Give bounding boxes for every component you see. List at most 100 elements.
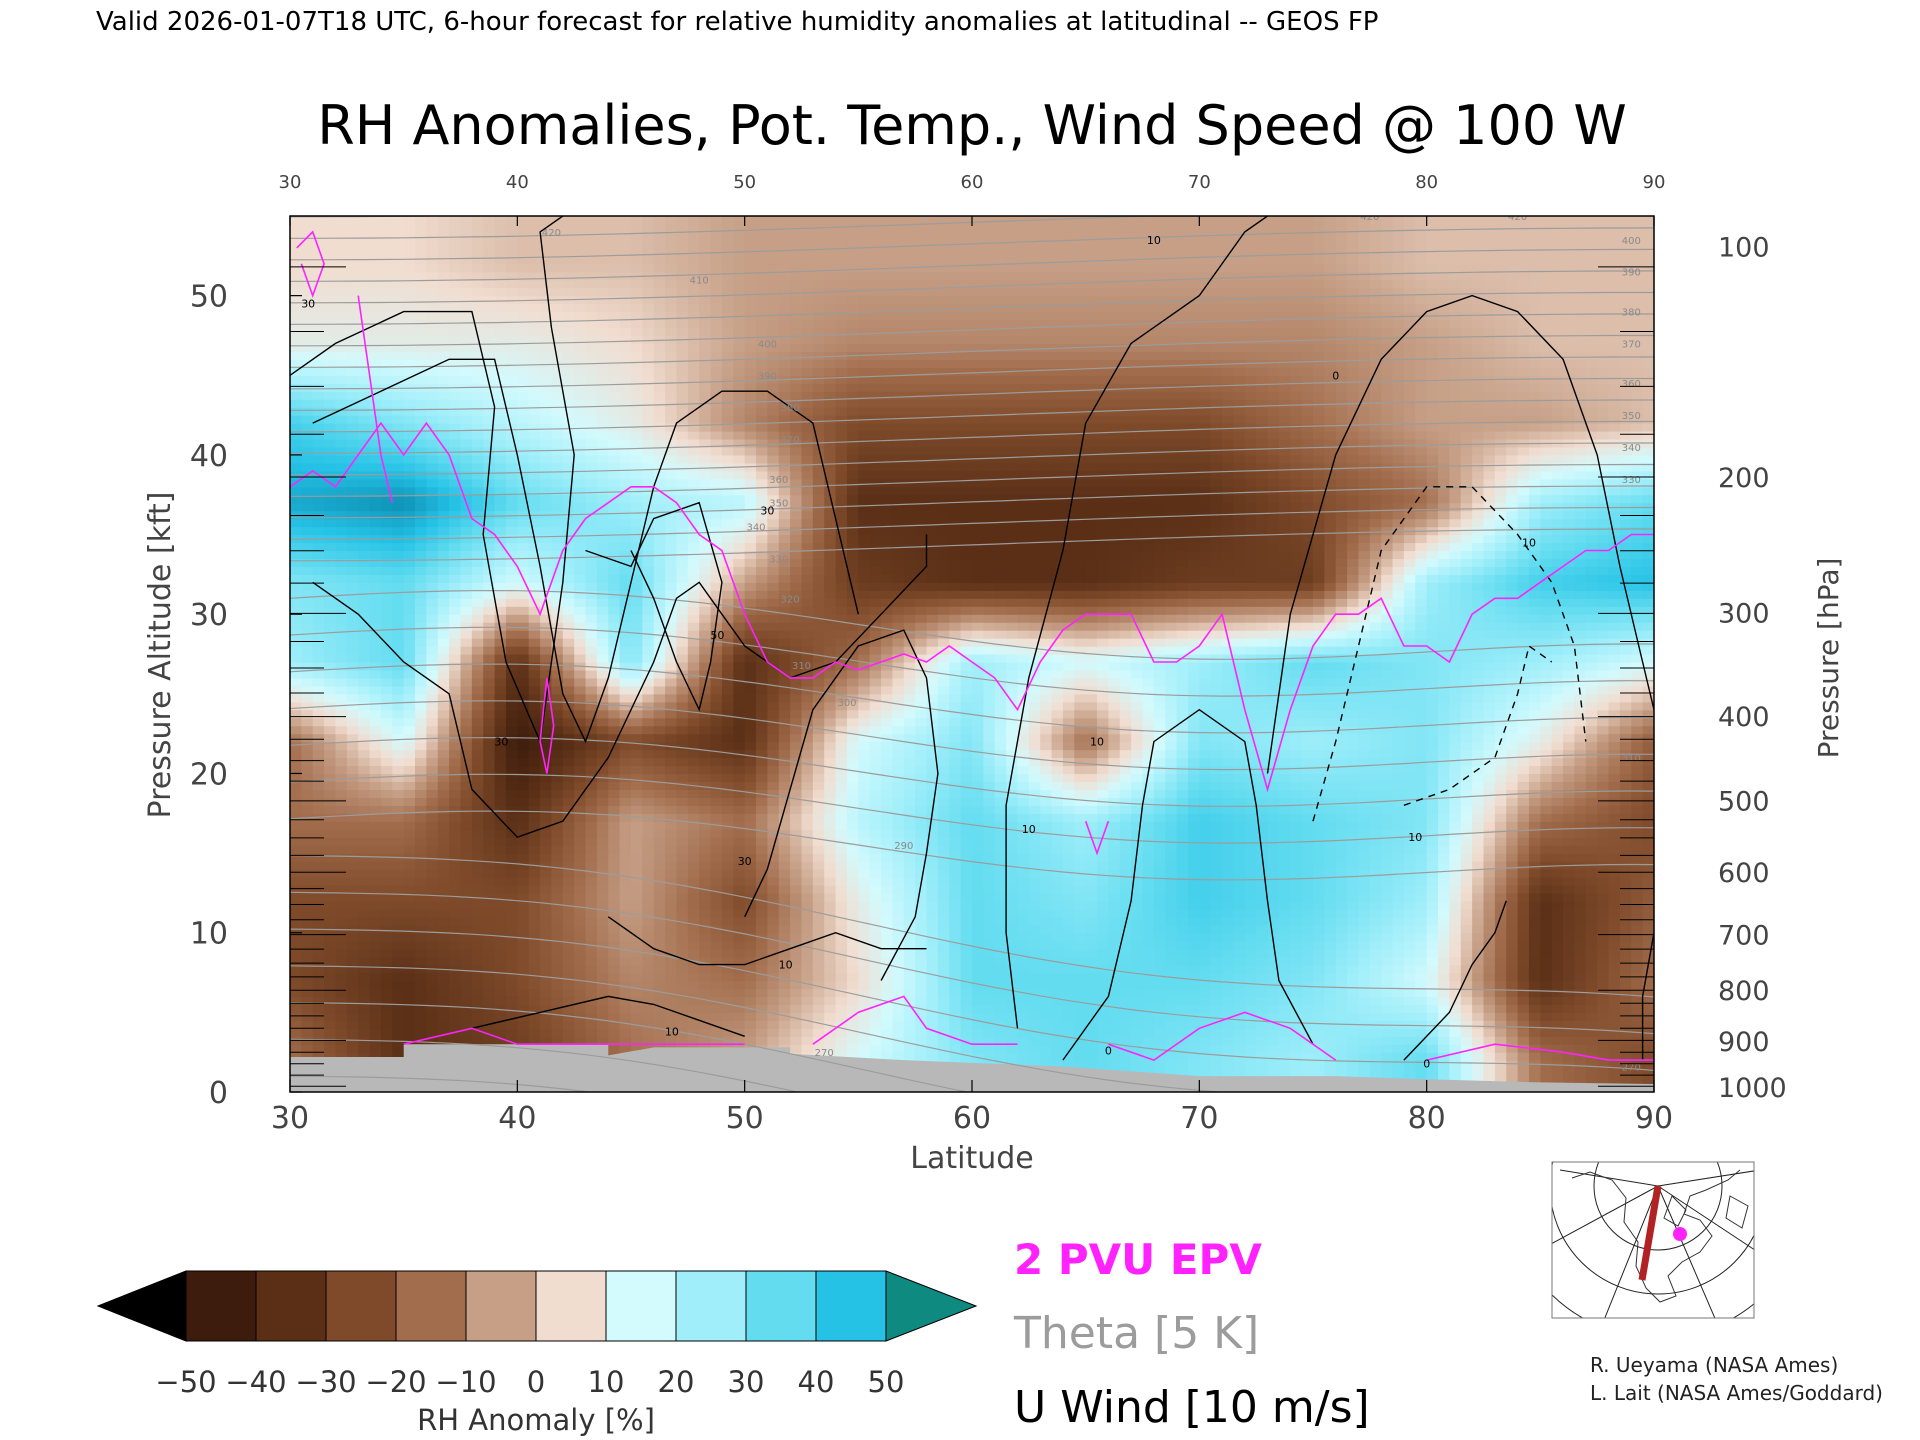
heatmap-cell: [415, 542, 427, 552]
heatmap-cell: [699, 351, 712, 360]
heatmap-cell: [426, 988, 439, 998]
heatmap-cell: [392, 486, 405, 496]
heatmap-cell: [631, 988, 643, 998]
heatmap-cell: [358, 876, 371, 886]
heatmap-cell: [426, 789, 439, 798]
heatmap-cell: [494, 861, 507, 870]
heatmap-cell: [551, 518, 564, 528]
heatmap-cell: [471, 853, 484, 862]
heatmap-cell: [619, 837, 632, 846]
heatmap-cell: [426, 956, 439, 966]
heatmap-cell: [415, 948, 427, 958]
heatmap-cell: [505, 582, 518, 591]
heatmap-cell: [778, 781, 791, 790]
heatmap-cell: [358, 900, 371, 910]
heatmap-cell: [767, 327, 780, 337]
heatmap-cell: [744, 940, 757, 950]
heatmap-cell: [744, 470, 757, 480]
heatmap-cell: [687, 749, 700, 759]
heatmap-cell: [312, 749, 325, 759]
heatmap-cell: [290, 964, 302, 974]
heatmap-cell: [721, 279, 734, 289]
heatmap-cell: [494, 263, 507, 273]
heatmap-cell: [801, 980, 814, 990]
heatmap-cell: [380, 805, 393, 814]
heatmap-cell: [596, 534, 609, 544]
heatmap-cell: [290, 980, 302, 990]
heatmap-cell: [551, 821, 564, 830]
heatmap-cell: [403, 693, 416, 703]
heatmap-cell: [505, 725, 518, 735]
heatmap-cell: [562, 646, 575, 655]
heatmap-cell: [756, 542, 768, 552]
heatmap-cell: [551, 582, 564, 591]
heatmap-cell: [392, 988, 405, 998]
heatmap-cell: [517, 335, 530, 345]
heatmap-cell: [790, 239, 803, 249]
heatmap-cell: [392, 845, 405, 854]
heatmap-cell: [426, 1012, 439, 1021]
heatmap-cell: [710, 813, 723, 822]
heatmap-cell: [369, 1028, 382, 1037]
heatmap-cell: [358, 646, 371, 655]
heatmap-cell: [346, 518, 359, 528]
heatmap-cell: [505, 876, 518, 886]
heatmap-cell: [449, 964, 462, 974]
heatmap-cell: [710, 869, 723, 878]
heatmap-cell: [733, 343, 746, 352]
heatmap-cell: [744, 255, 757, 265]
heatmap-cell: [551, 415, 564, 424]
heatmap-cell: [540, 407, 553, 416]
heatmap-cell: [312, 932, 325, 942]
heatmap-cell: [619, 383, 632, 392]
heatmap-cell: [574, 996, 587, 1005]
heatmap-cell: [403, 399, 416, 408]
heatmap-cell: [426, 853, 439, 862]
heatmap-cell: [494, 709, 507, 719]
heatmap-cell: [335, 359, 348, 368]
heatmap-cell: [483, 502, 496, 512]
heatmap-cell: [392, 972, 405, 982]
heatmap-cell: [699, 462, 712, 472]
heatmap-cell: [346, 980, 359, 990]
heatmap-cell: [392, 964, 405, 974]
heatmap-cell: [642, 876, 655, 886]
heatmap-cell: [653, 582, 666, 591]
heatmap-cell: [540, 717, 553, 727]
heatmap-cell: [744, 351, 757, 360]
heatmap-cell: [403, 303, 416, 313]
heatmap-cell: [494, 980, 507, 990]
heatmap-cell: [790, 359, 803, 368]
heatmap-cell: [312, 502, 325, 512]
heatmap-cell: [449, 231, 462, 241]
heatmap-cell: [778, 1020, 791, 1029]
heatmap-cell: [619, 1028, 632, 1037]
heatmap-cell: [528, 343, 541, 352]
heatmap-cell: [494, 693, 507, 703]
heatmap-cell: [574, 869, 587, 878]
heatmap-cell: [358, 948, 371, 958]
heatmap-cell: [483, 908, 496, 918]
heatmap-cell: [801, 1020, 814, 1029]
heatmap-cell: [653, 263, 666, 273]
heatmap-cell: [767, 566, 780, 575]
heatmap-cell: [665, 733, 678, 743]
heatmap-cell: [778, 526, 791, 536]
heatmap-cell: [653, 327, 666, 337]
heatmap-cell: [403, 470, 416, 480]
heatmap-cell: [585, 478, 598, 488]
heatmap-cell: [596, 216, 609, 225]
heatmap-cell: [403, 876, 416, 886]
heatmap-cell: [449, 598, 462, 607]
heatmap-cell: [710, 916, 723, 926]
heatmap-cell: [415, 701, 427, 711]
heatmap-cell: [437, 948, 450, 958]
heatmap-cell: [505, 239, 518, 249]
heatmap-cell: [324, 367, 337, 376]
heatmap-cell: [699, 892, 712, 902]
heatmap-cell: [324, 725, 337, 735]
heatmap-cell: [676, 431, 689, 440]
heatmap-cell: [358, 988, 371, 998]
heatmap-cell: [744, 964, 757, 974]
heatmap-cell: [733, 646, 746, 655]
